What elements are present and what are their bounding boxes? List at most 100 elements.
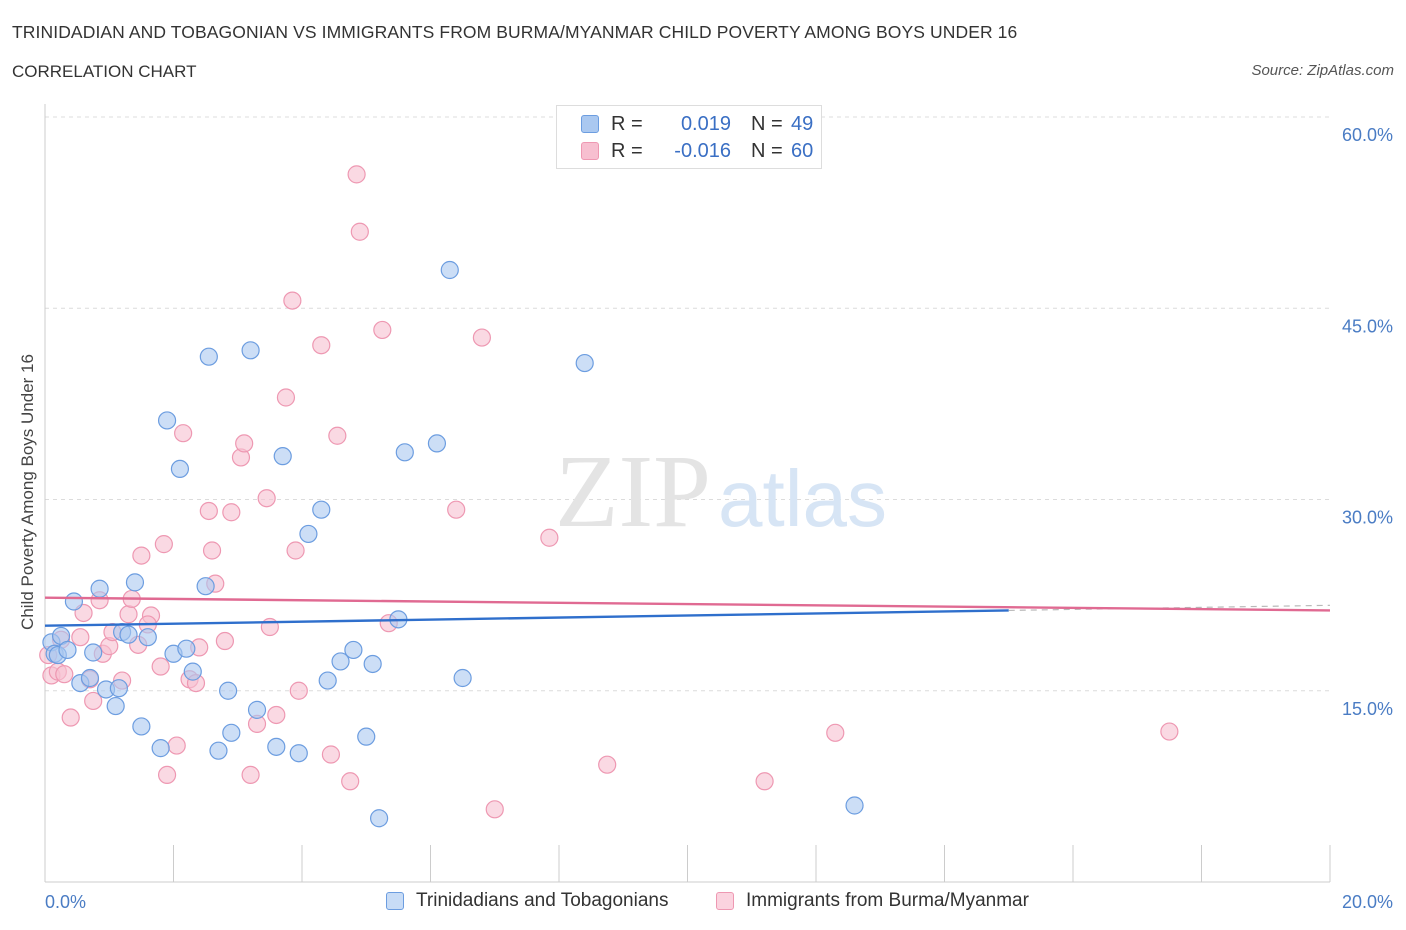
x-tick-label: 0.0%	[45, 892, 86, 912]
data-point-burma	[289, 681, 308, 700]
legend-row-burma: R = -0.016 N = 60	[581, 138, 813, 164]
data-point-trinidad	[58, 640, 77, 660]
data-point-trinidad	[196, 577, 215, 596]
data-point-trinidad	[157, 411, 177, 430]
legend-swatch-trinidad	[581, 115, 599, 133]
data-point-trinidad	[273, 447, 292, 466]
data-point-burma	[312, 336, 331, 355]
data-point-burma	[71, 628, 90, 647]
legend-row-trinidad: R = 0.019 N = 49	[581, 111, 813, 137]
data-point-burma	[540, 528, 559, 547]
data-point-burma	[202, 541, 222, 560]
data-point-trinidad	[299, 524, 318, 544]
data-point-trinidad	[209, 741, 228, 760]
data-point-burma	[826, 723, 845, 742]
data-point-burma	[241, 765, 260, 785]
legend-label-burma: Immigrants from Burma/Myanmar	[746, 890, 1029, 911]
data-point-trinidad	[453, 668, 472, 688]
data-point-burma	[199, 501, 218, 521]
watermark-zip: ZIP	[555, 434, 711, 549]
y-tick-label: 60.0%	[1342, 125, 1393, 145]
data-point-trinidad	[106, 696, 125, 716]
data-point-trinidad	[357, 727, 376, 746]
data-point-burma	[167, 736, 186, 755]
data-point-burma	[283, 291, 302, 310]
data-point-trinidad	[138, 628, 157, 647]
chart-title: TRINIDADIAN AND TOBAGONIAN VS IMMIGRANTS…	[12, 22, 1018, 42]
legend-item-burma[interactable]: Immigrants from Burma/Myanmar	[716, 890, 1029, 912]
source-note: Source: ZipAtlas.com	[1251, 62, 1394, 79]
data-point-burma	[447, 500, 466, 519]
data-point-burma	[373, 320, 392, 340]
data-point-trinidad	[440, 260, 459, 280]
data-point-trinidad	[80, 668, 100, 688]
legend-swatch-burma	[581, 142, 599, 160]
data-point-trinidad	[289, 744, 308, 763]
data-point-trinidad	[170, 459, 190, 478]
y-axis-label: Child Poverty Among Boys Under 16	[18, 354, 37, 630]
legend-r-label: R =	[611, 139, 643, 162]
legend-n-label: N =	[751, 112, 783, 135]
data-point-trinidad	[247, 700, 267, 719]
legend-r-value: 0.019	[680, 112, 731, 135]
data-point-burma	[341, 772, 360, 791]
legend-r-value: -0.016	[674, 139, 731, 162]
data-point-burma	[267, 705, 286, 725]
data-point-trinidad	[363, 654, 382, 674]
data-point-trinidad	[177, 639, 196, 658]
data-point-burma	[598, 755, 617, 774]
trend-line-burma	[44, 596, 1331, 612]
data-point-trinidad	[219, 681, 238, 700]
data-point-burma	[1160, 722, 1179, 741]
data-point-burma	[286, 541, 305, 560]
data-point-trinidad	[90, 579, 109, 598]
legend-n-value: 60	[791, 139, 814, 162]
data-point-burma	[350, 222, 369, 241]
legend-swatch-burma	[716, 892, 734, 910]
x-ticks	[44, 845, 1331, 882]
data-point-burma	[154, 535, 173, 554]
legend-item-trinidad[interactable]: Trinidadians and Tobagonians	[386, 890, 668, 912]
y-tick-label: 30.0%	[1342, 508, 1393, 528]
data-point-burma	[119, 605, 138, 624]
y-tick-label: 15.0%	[1342, 699, 1393, 719]
data-point-trinidad	[318, 671, 337, 690]
data-point-trinidad	[119, 625, 138, 644]
data-point-trinidad	[109, 679, 128, 698]
data-point-trinidad	[575, 353, 594, 373]
data-point-burma	[347, 165, 366, 184]
x-tick-labels: 0.0% 20.0%	[45, 892, 1393, 912]
legend-label-trinidad: Trinidadians and Tobagonians	[416, 890, 669, 911]
chart-subtitle: CORRELATION CHART	[12, 62, 197, 81]
data-point-trinidad	[132, 717, 151, 736]
watermark: ZIP atlas	[555, 434, 887, 549]
legend-n-label: N =	[751, 139, 783, 162]
data-point-burma	[61, 708, 80, 727]
data-point-burma	[276, 388, 296, 407]
data-point-trinidad	[344, 640, 363, 660]
data-point-trinidad	[312, 500, 331, 519]
data-point-burma	[321, 745, 341, 764]
trend-lines	[44, 596, 1331, 627]
data-point-trinidad	[370, 809, 389, 828]
legend-n-value: 49	[791, 112, 814, 135]
data-point-trinidad	[64, 592, 84, 611]
trend-line-trinidad	[44, 609, 1009, 627]
data-point-trinidad	[151, 739, 170, 758]
watermark-atlas: atlas	[718, 454, 887, 543]
x-tick-label: 20.0%	[1342, 892, 1393, 912]
data-point-burma	[157, 765, 177, 785]
trend-extension-trinidad	[1008, 604, 1331, 612]
data-point-trinidad	[125, 573, 145, 592]
correlation-legend: R = 0.019 N = 49 R = -0.016 N = 60	[556, 105, 822, 169]
data-point-burma	[151, 657, 170, 676]
data-point-burma	[257, 489, 276, 508]
legend-swatch-trinidad	[386, 892, 404, 910]
data-point-burma	[472, 328, 491, 347]
data-point-trinidad	[183, 662, 202, 681]
data-point-trinidad	[222, 723, 241, 742]
y-tick-label: 45.0%	[1342, 316, 1393, 336]
series-trinidad-points	[42, 260, 864, 828]
data-point-burma	[328, 426, 347, 445]
